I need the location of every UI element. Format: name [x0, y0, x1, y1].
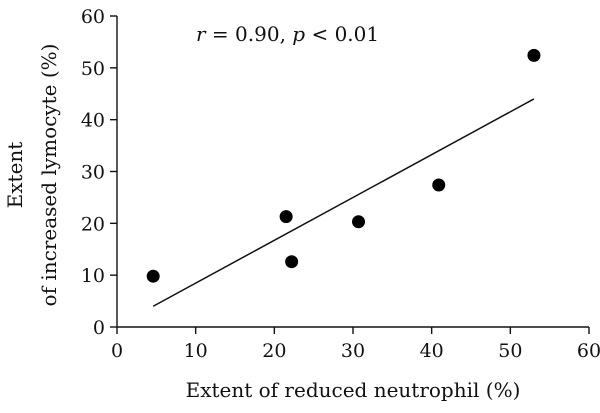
- data-point: [527, 48, 541, 62]
- data-point: [146, 269, 160, 283]
- regression-line-group: [152, 98, 535, 307]
- x-tick-label: 40: [420, 340, 444, 362]
- y-tick-label: 40: [81, 110, 105, 132]
- x-tick-label: 0: [111, 340, 123, 362]
- y-ticks: 0 10 20 30 40 50 60: [81, 6, 117, 339]
- axes: [116, 16, 589, 328]
- y-tick-label: 60: [81, 6, 105, 28]
- p-symbol: p: [292, 22, 305, 46]
- x-tick-label: 10: [184, 340, 208, 362]
- x-tick-label: 50: [498, 340, 522, 362]
- data-point: [352, 215, 366, 229]
- x-tick-label: 20: [262, 340, 286, 362]
- regression-line: [152, 98, 535, 307]
- y-axis-title-group: Extent of increased lymocyte (%): [3, 44, 61, 307]
- p-value: < 0.01: [305, 22, 379, 46]
- x-tick-label: 30: [341, 340, 365, 362]
- y-tick-label: 10: [81, 265, 105, 287]
- y-tick-label: 30: [81, 162, 105, 184]
- x-ticks: 0 10 20 30 40 50 60: [111, 327, 600, 362]
- y-tick-label: 0: [93, 317, 105, 339]
- y-tick-label: 50: [81, 58, 105, 80]
- x-tick-label: 60: [577, 340, 600, 362]
- y-tick-label: 20: [81, 213, 105, 235]
- data-point: [285, 255, 299, 269]
- x-axis-title: Extent of reduced neutrophil (%): [186, 378, 521, 402]
- data-points: [146, 48, 541, 283]
- y-axis-title-line2: of increased lymocyte (%): [37, 44, 61, 307]
- y-axis-title-line1: Extent: [3, 142, 27, 209]
- r-symbol: r: [196, 22, 207, 46]
- data-point: [432, 178, 446, 192]
- correlation-annotation: r = 0.90, p < 0.01: [196, 22, 379, 46]
- r-value: = 0.90,: [206, 22, 293, 46]
- data-point: [279, 210, 293, 224]
